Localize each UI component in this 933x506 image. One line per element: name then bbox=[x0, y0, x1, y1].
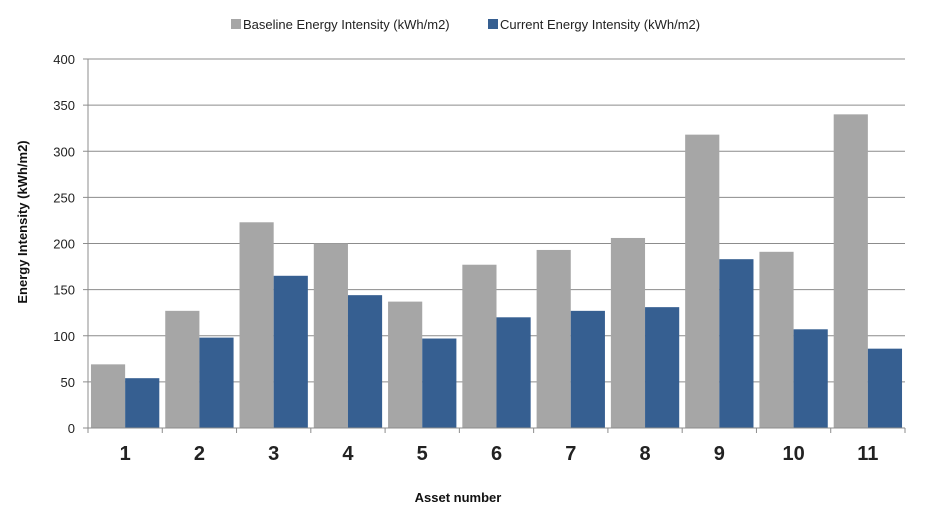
bar-baseline bbox=[239, 222, 274, 428]
bar-baseline bbox=[610, 237, 646, 428]
x-tick-label: 4 bbox=[342, 443, 354, 465]
x-axis-title: Asset number bbox=[415, 490, 502, 505]
y-tick-label: 200 bbox=[53, 237, 75, 252]
bar-baseline bbox=[462, 264, 497, 428]
bar-current bbox=[199, 337, 234, 428]
bar-current bbox=[793, 329, 828, 428]
x-tick-label: 9 bbox=[714, 443, 725, 465]
y-tick-label: 100 bbox=[53, 329, 75, 344]
x-tick-label: 8 bbox=[639, 443, 650, 465]
y-axis-ticks: 0 50 100 150 200 250 300 350 400 bbox=[53, 52, 88, 436]
y-tick-label: 50 bbox=[61, 375, 75, 390]
bar-current bbox=[570, 310, 605, 428]
bar-baseline bbox=[313, 243, 348, 428]
bar-baseline bbox=[388, 301, 423, 428]
y-tick-label: 300 bbox=[53, 144, 75, 159]
legend-label-current: Current Energy Intensity (kWh/m2) bbox=[500, 17, 700, 32]
x-tick-label: 6 bbox=[491, 443, 502, 465]
x-tick-label: 10 bbox=[782, 443, 804, 465]
x-tick-label: 5 bbox=[417, 443, 428, 465]
legend: Baseline Energy Intensity (kWh/m2) Curre… bbox=[231, 17, 700, 32]
legend-label-baseline: Baseline Energy Intensity (kWh/m2) bbox=[243, 17, 450, 32]
legend-swatch-current bbox=[488, 19, 498, 29]
bar-current bbox=[273, 275, 308, 428]
y-tick-label: 350 bbox=[53, 98, 75, 113]
x-tick-label: 1 bbox=[120, 443, 131, 465]
x-tick-label: 2 bbox=[194, 443, 205, 465]
y-tick-label: 0 bbox=[68, 421, 75, 436]
x-tick-label: 3 bbox=[268, 443, 279, 465]
bar-baseline bbox=[685, 134, 720, 428]
bar-current bbox=[719, 259, 754, 428]
y-tick-label: 150 bbox=[53, 283, 75, 298]
y-axis-title: Energy Intensity (kWh/m2) bbox=[15, 140, 30, 303]
bar-baseline bbox=[536, 249, 571, 428]
bar-baseline bbox=[90, 364, 126, 428]
bar-current bbox=[496, 317, 531, 428]
bar-current bbox=[422, 338, 457, 428]
bar-baseline bbox=[833, 114, 868, 428]
bar-current bbox=[125, 378, 160, 428]
x-axis-ticks: 1 2 3 4 5 6 7 8 9 10 11 bbox=[87, 428, 906, 465]
bars bbox=[90, 114, 903, 428]
bar-current bbox=[867, 348, 903, 428]
bar-baseline bbox=[165, 310, 200, 428]
x-tick-label: 11 bbox=[857, 443, 878, 465]
bar-current bbox=[645, 307, 680, 428]
x-tick-label: 7 bbox=[565, 443, 576, 465]
y-tick-label: 400 bbox=[53, 52, 75, 67]
legend-swatch-baseline bbox=[231, 19, 241, 29]
bar-baseline bbox=[759, 251, 794, 428]
y-tick-label: 250 bbox=[53, 190, 75, 205]
bar-current bbox=[347, 295, 383, 428]
